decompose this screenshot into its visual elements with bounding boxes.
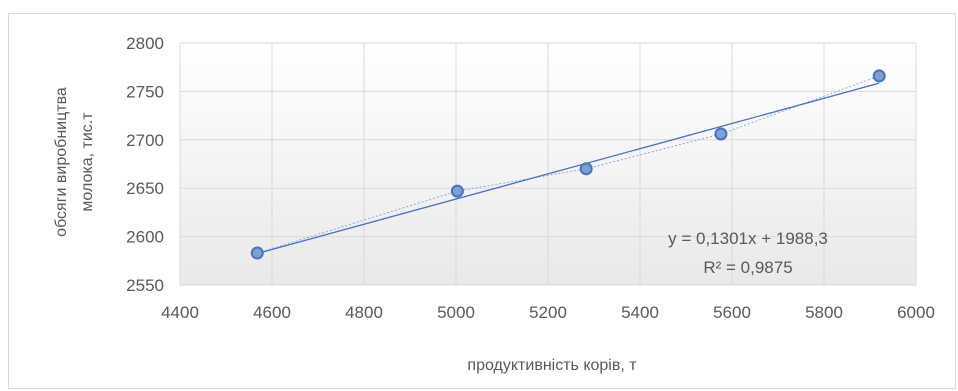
- x-tick-label: 6000: [897, 303, 935, 322]
- x-tick-label: 5400: [621, 303, 659, 322]
- y-axis-title-line1: обсяги виробництва: [53, 87, 70, 237]
- x-tick-label: 4400: [161, 303, 199, 322]
- x-tick-label: 4800: [345, 303, 383, 322]
- vertical-gridlines: [179, 43, 917, 285]
- data-points: [250, 69, 886, 260]
- y-tick-label: 2600: [126, 228, 164, 247]
- x-tick-label: 5600: [713, 303, 751, 322]
- x-tick-label: 5800: [805, 303, 843, 322]
- r-squared-label: R² = 0,9875: [703, 258, 792, 277]
- x-tick-labels: 4400 4600 4800 5000 5200 5400 5600 5800 6000: [161, 303, 935, 322]
- data-point: [872, 69, 886, 83]
- trendline-equation: y = 0,1301x + 1988,3: [668, 229, 828, 248]
- y-tick-labels: 2550 2600 2650 2700 2750 2800: [126, 34, 164, 295]
- y-tick-label: 2750: [126, 82, 164, 101]
- x-axis-title: продуктивність корів, т: [467, 357, 637, 374]
- y-tick-label: 2650: [126, 179, 164, 198]
- y-axis-title-line2: молока, тис.т: [79, 112, 96, 212]
- data-point: [579, 162, 593, 176]
- data-point: [714, 127, 728, 141]
- data-point: [450, 184, 464, 198]
- linear-trendline: [257, 82, 880, 255]
- data-point: [250, 246, 264, 260]
- x-tick-label: 5200: [529, 303, 567, 322]
- y-tick-label: 2550: [126, 276, 164, 295]
- x-tick-label: 4600: [253, 303, 291, 322]
- horizontal-gridlines: [180, 42, 916, 286]
- x-tick-label: 5000: [437, 303, 475, 322]
- y-tick-label: 2700: [126, 131, 164, 150]
- y-tick-label: 2800: [126, 34, 164, 53]
